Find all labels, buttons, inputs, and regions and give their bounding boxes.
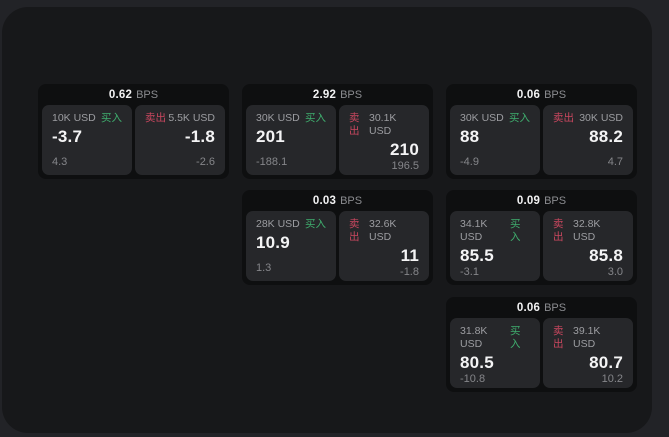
sell-delta: 4.7 — [607, 156, 623, 168]
buy-side-label: 买入 — [101, 112, 122, 124]
spread-value: 0.03 — [312, 194, 337, 207]
spread-header: 0.03 BPS — [246, 190, 429, 211]
sell-price: 80.7 — [589, 353, 623, 372]
sell-delta: 3.0 — [607, 266, 623, 278]
spread-unit: BPS — [340, 194, 363, 207]
buy-delta: -188.1 — [256, 156, 288, 168]
buy-panel[interactable]: 31.8K USD 买入 80.5 -10.8 — [450, 318, 540, 388]
buy-panel[interactable]: 10K USD 买入 -3.7 4.3 — [42, 105, 132, 175]
sell-side-label: 卖出 — [553, 112, 574, 124]
buy-price: 10.9 — [256, 233, 290, 252]
buy-amount: 31.8K USD — [460, 325, 488, 350]
sell-amount: 30.1K USD — [368, 112, 397, 137]
buy-price: 201 — [256, 127, 285, 146]
sell-price: 88.2 — [589, 127, 623, 146]
sell-side-label: 卖出 — [553, 325, 564, 350]
buy-delta: 1.3 — [256, 262, 272, 274]
buy-amount: 28K USD — [256, 218, 300, 230]
sell-side-label: 卖出 — [349, 112, 360, 137]
buy-price: 80.5 — [460, 353, 494, 372]
buy-amount: 30K USD — [460, 112, 504, 124]
buy-side-label: 买入 — [510, 218, 521, 243]
spread-unit: BPS — [136, 88, 159, 101]
spread-header: 0.09 BPS — [450, 190, 633, 211]
spread-unit: BPS — [544, 88, 567, 101]
buy-panel[interactable]: 28K USD 买入 10.9 1.3 — [246, 211, 336, 281]
sell-delta: 10.2 — [601, 373, 623, 385]
quote-card: 0.03 BPS 28K USD 买入 10.9 1.3 卖出 32.6K US… — [242, 190, 433, 285]
spread-header: 0.06 BPS — [450, 84, 633, 105]
sell-price: 85.8 — [589, 246, 623, 265]
quote-card: 0.09 BPS 34.1K USD 买入 85.5 -3.1 卖出 32.8K… — [446, 190, 637, 285]
sell-delta: 196.5 — [391, 160, 419, 172]
sell-side-label: 卖出 — [553, 218, 564, 243]
buy-panel[interactable]: 30K USD 买入 201 -188.1 — [246, 105, 336, 175]
buy-delta: 4.3 — [52, 156, 68, 168]
sell-panel[interactable]: 卖出 30K USD 88.2 4.7 — [543, 105, 633, 175]
spread-unit: BPS — [544, 301, 567, 314]
sell-delta: -1.8 — [400, 266, 419, 278]
buy-amount: 34.1K USD — [460, 218, 488, 243]
buy-price: -3.7 — [52, 127, 83, 146]
buy-side-label: 买入 — [509, 112, 530, 124]
spread-unit: BPS — [544, 194, 567, 207]
spread-value: 0.06 — [516, 301, 541, 314]
spread-value: 2.92 — [312, 88, 337, 101]
spread-header: 0.62 BPS — [42, 84, 225, 105]
buy-side-label: 买入 — [305, 112, 326, 124]
sell-panel[interactable]: 卖出 30.1K USD 210 196.5 — [339, 105, 429, 175]
buy-amount: 30K USD — [256, 112, 300, 124]
sell-panel[interactable]: 卖出 32.8K USD 85.8 3.0 — [543, 211, 633, 281]
sell-price: 210 — [390, 140, 419, 159]
sell-side-label: 卖出 — [349, 218, 360, 243]
spread-value: 0.09 — [516, 194, 541, 207]
quote-card: 0.06 BPS 31.8K USD 买入 80.5 -10.8 卖出 39.1… — [446, 297, 637, 392]
sell-delta: -2.6 — [196, 156, 215, 168]
spread-header: 0.06 BPS — [450, 297, 633, 318]
spread-header: 2.92 BPS — [246, 84, 429, 105]
buy-amount: 10K USD — [52, 112, 96, 124]
buy-panel[interactable]: 30K USD 买入 88 -4.9 — [450, 105, 540, 175]
buy-delta: -3.1 — [460, 266, 479, 278]
sell-amount: 39.1K USD — [572, 325, 601, 350]
spread-value: 0.06 — [516, 88, 541, 101]
sell-amount: 32.6K USD — [368, 218, 397, 243]
sell-amount: 30K USD — [579, 112, 623, 124]
quote-card: 0.62 BPS 10K USD 买入 -3.7 4.3 卖出 5.5K USD… — [38, 84, 229, 179]
buy-panel[interactable]: 34.1K USD 买入 85.5 -3.1 — [450, 211, 540, 281]
sell-side-label: 卖出 — [145, 112, 166, 124]
spread-value: 0.62 — [108, 88, 133, 101]
quote-card: 0.06 BPS 30K USD 买入 88 -4.9 卖出 30K USD 8… — [446, 84, 637, 179]
buy-price: 85.5 — [460, 246, 494, 265]
sell-price: -1.8 — [184, 127, 215, 146]
buy-delta: -10.8 — [460, 373, 486, 385]
buy-price: 88 — [460, 127, 480, 146]
quote-card: 2.92 BPS 30K USD 买入 201 -188.1 卖出 30.1K … — [242, 84, 433, 179]
sell-panel[interactable]: 卖出 5.5K USD -1.8 -2.6 — [135, 105, 225, 175]
sell-amount: 32.8K USD — [572, 218, 601, 243]
buy-delta: -4.9 — [460, 156, 479, 168]
sell-price: 11 — [400, 246, 419, 265]
sell-amount: 5.5K USD — [168, 112, 215, 124]
sell-panel[interactable]: 卖出 39.1K USD 80.7 10.2 — [543, 318, 633, 388]
buy-side-label: 买入 — [510, 325, 521, 350]
sell-panel[interactable]: 卖出 32.6K USD 11 -1.8 — [339, 211, 429, 281]
buy-side-label: 买入 — [305, 218, 326, 230]
spread-unit: BPS — [340, 88, 363, 101]
